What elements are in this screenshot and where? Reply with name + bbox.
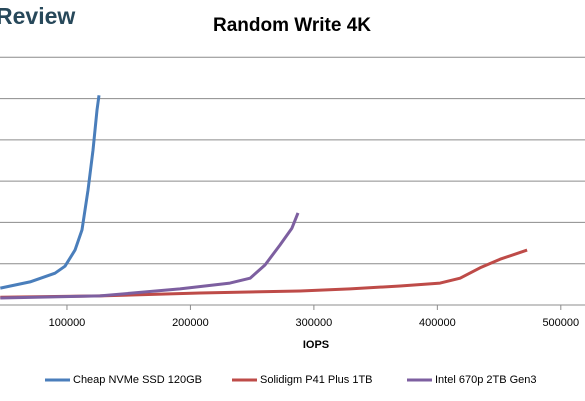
x-tick-label: 100000 — [49, 317, 86, 329]
chart-title: Random Write 4K — [213, 15, 371, 36]
brand-logo: Review — [0, 3, 75, 29]
x-tick-label: 300000 — [296, 317, 333, 329]
x-tick-label: 200000 — [172, 317, 209, 329]
x-tick-label: 500000 — [542, 317, 579, 329]
series-line — [0, 212, 300, 300]
legend-label: Solidigm P41 Plus 1TB — [260, 374, 373, 386]
legend-label: Intel 670p 2TB Gen3 — [435, 374, 537, 386]
series-line — [0, 248, 528, 299]
series-line — [0, 95, 101, 290]
legend-label: Cheap NVMe SSD 120GB — [73, 374, 202, 386]
x-axis-label: IOPS — [303, 339, 329, 351]
x-tick-label: 400000 — [419, 317, 456, 329]
